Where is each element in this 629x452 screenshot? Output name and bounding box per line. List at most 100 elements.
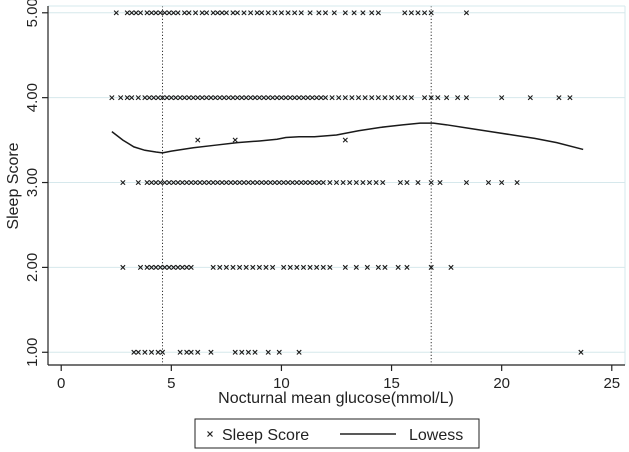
data-point [402,95,408,101]
data-point [369,95,375,101]
data-point [485,179,492,186]
data-point [316,10,322,16]
data-point [135,95,141,101]
data-point [188,349,194,355]
data-point [567,95,573,101]
data-point [309,95,315,101]
data-point [333,179,340,186]
data-point [373,179,379,186]
data-point [444,95,450,101]
data-point [307,179,313,186]
data-point [153,179,159,186]
data-point [307,264,313,270]
data-point [250,179,256,186]
y-tick-label: 3.00 [24,168,41,197]
y-tick-label: 4.00 [24,83,41,112]
data-point [203,95,210,101]
data-point [245,179,251,186]
data-point [428,10,434,16]
data-point [360,10,366,16]
data-point [237,264,243,270]
data-point [210,10,216,16]
data-point [170,10,177,16]
data-point [259,179,265,186]
data-point [556,95,562,101]
data-point [184,264,190,270]
data-point [353,179,359,186]
data-point [228,179,234,186]
data-point [197,179,203,186]
data-point [298,179,304,186]
data-point [311,179,318,186]
x-tick-label: 20 [493,375,510,392]
data-point [230,264,236,270]
data-point [241,179,247,186]
data-point [137,10,144,16]
data-point [157,264,163,270]
data-point [135,349,141,355]
data-point [124,10,130,16]
data-point [237,179,243,186]
data-point [397,179,403,186]
data-point [208,349,214,355]
data-point [256,264,263,270]
data-point [155,95,161,101]
y-tick-label: 1.00 [24,338,41,367]
data-point [195,349,201,355]
data-point [230,95,236,101]
data-point [186,95,192,101]
data-point [232,349,238,355]
data-point [274,95,280,101]
data-point [256,95,263,101]
data-point [422,10,428,16]
data-point [148,264,155,270]
y-ticks: 1.00 2.00 3.00 4.00 5.00 [24,0,48,367]
data-point [455,95,461,101]
data-point [199,10,205,16]
data-point [179,179,185,186]
data-point [234,95,240,101]
x-tick-label: 0 [57,375,65,392]
data-point [292,10,298,16]
data-point [252,349,258,355]
data-point [349,95,355,101]
data-point [210,264,216,270]
x-tick-label: 5 [167,375,175,392]
data-point [151,95,157,101]
data-point [265,10,271,16]
data-point [272,179,278,186]
data-point [148,349,155,355]
data-point [148,179,155,186]
data-point [380,179,386,186]
data-point [327,264,333,270]
data-point [195,95,201,101]
axes [47,5,626,366]
data-point [219,10,225,16]
legend: Sleep Score Lowess [194,418,480,449]
data-point [239,95,245,101]
data-point [265,349,271,355]
data-point [305,95,311,101]
x-tick-label: 25 [603,375,620,392]
data-point [223,10,229,16]
data-point [232,179,238,186]
data-point [422,95,428,101]
data-point [201,179,207,186]
data-point [157,179,163,186]
data-point [212,95,218,101]
data-point [129,10,135,16]
data-point [188,264,194,270]
data-point [223,264,229,270]
x-tick-label: 10 [273,375,290,392]
data-point [347,179,353,186]
data-point [188,179,194,186]
data-point [408,10,414,16]
data-point [192,179,199,186]
data-point [351,10,357,16]
data-points [109,10,584,355]
data-point [155,349,161,355]
data-point [166,10,172,16]
data-point [133,10,139,16]
x-axis-title: Nocturnal mean glucose(mmol/L) [218,390,454,407]
data-point [263,264,269,270]
